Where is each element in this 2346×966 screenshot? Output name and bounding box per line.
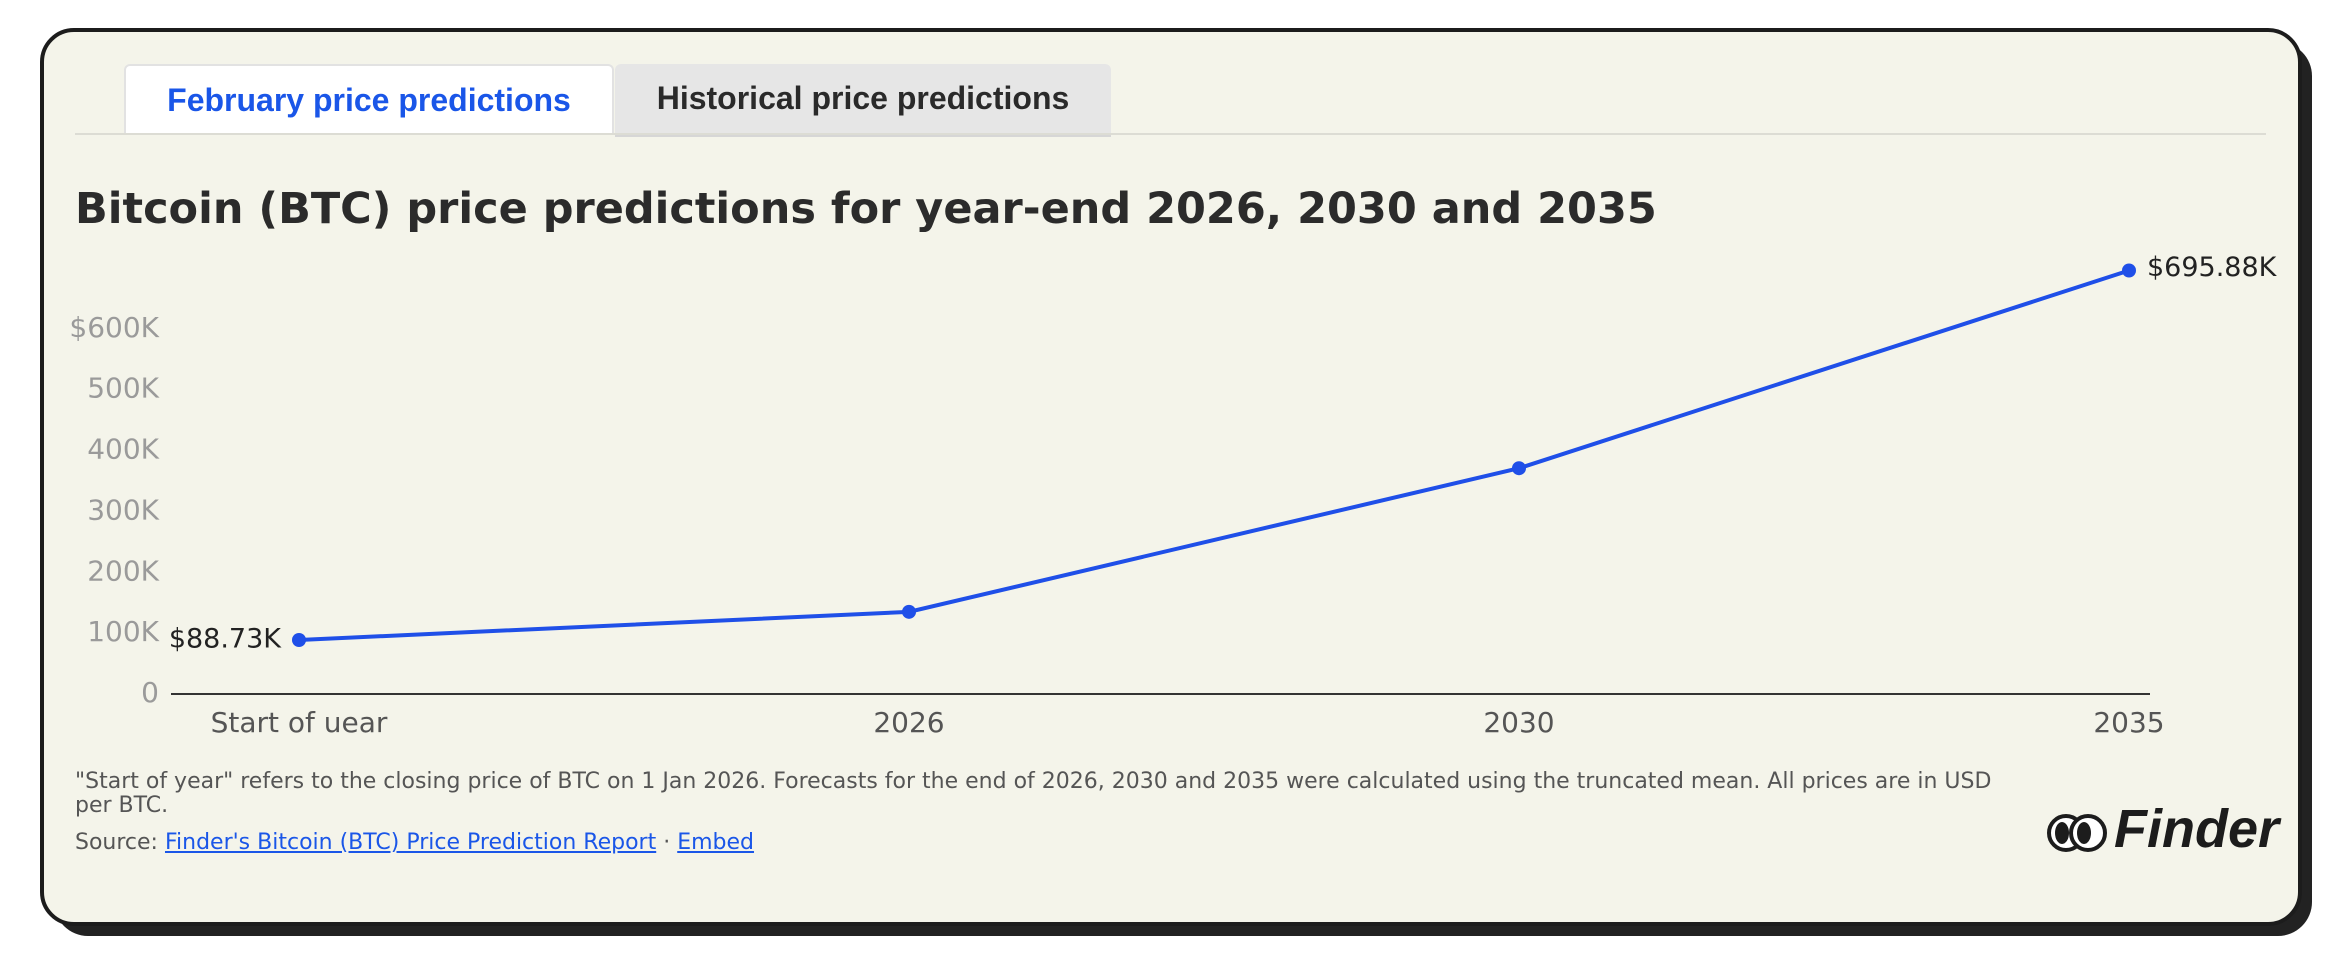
data-label: $88.73K	[169, 624, 282, 655]
y-tick-label: 400K	[87, 433, 159, 466]
point	[2122, 263, 2136, 278]
x-tick-label: Start of uear	[211, 706, 388, 739]
x-tick-label: 2035	[2093, 706, 2164, 739]
logo-icon	[2047, 813, 2107, 852]
embed-link[interactable]: Embed	[677, 830, 755, 855]
y-tick-label: 100K	[87, 615, 159, 648]
y-tick-label: 500K	[87, 372, 159, 405]
logo: Finder	[2046, 798, 2279, 860]
y-tick-label: 200K	[87, 554, 159, 587]
source-link[interactable]: Finder's Bitcoin (BTC) Price Prediction …	[164, 830, 657, 855]
x-tick-label: 2030	[1483, 706, 1554, 739]
y-tick-label: 0	[141, 676, 159, 709]
tab[interactable]: Historical price predictions	[615, 64, 1111, 137]
tab-divider	[75, 133, 2266, 135]
y-tick-label: $600K	[69, 311, 159, 344]
source-label: Source:	[75, 830, 158, 855]
chart-title: Bitcoin (BTC) price predictions for year…	[75, 184, 1657, 234]
line	[298, 268, 2130, 642]
footnote: "Start of year" refers to the closing pr…	[75, 769, 1992, 818]
point	[292, 633, 306, 648]
card	[40, 28, 2302, 926]
x-tick-label: 2026	[873, 706, 944, 739]
separator: ·	[663, 830, 671, 855]
source: Source: Finder's Bitcoin (BTC) Price Pre…	[75, 830, 754, 855]
logo-text: Finder	[2114, 799, 2280, 859]
point	[902, 604, 916, 619]
y-tick-label: 300K	[87, 493, 159, 526]
tab-active[interactable]: February price predictions	[124, 64, 614, 135]
point	[1512, 461, 1526, 476]
data-label: $695.88K	[2147, 252, 2278, 283]
